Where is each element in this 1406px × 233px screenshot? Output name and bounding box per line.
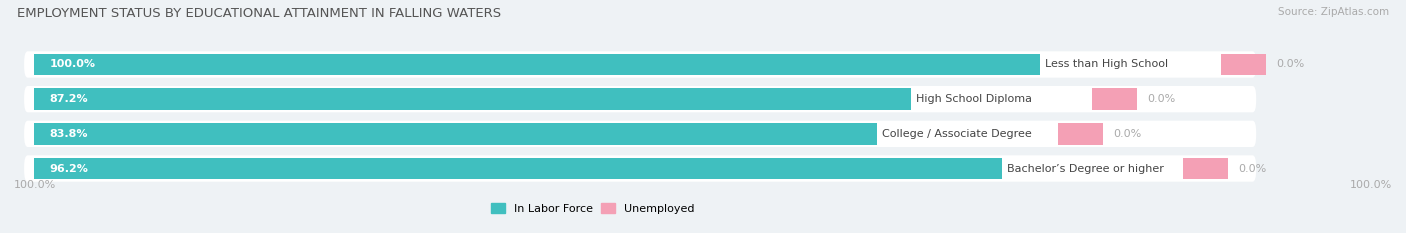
Bar (1092, 88, 1137, 110)
Text: 100.0%: 100.0% (1350, 180, 1392, 190)
Text: 0.0%: 0.0% (1277, 59, 1305, 69)
Bar (1182, 158, 1227, 179)
Text: 87.2%: 87.2% (49, 94, 89, 104)
Text: 83.8%: 83.8% (49, 129, 87, 139)
FancyBboxPatch shape (24, 121, 1256, 147)
Text: College / Associate Degree: College / Associate Degree (882, 129, 1032, 139)
Bar (34, 158, 1001, 179)
Bar (1220, 54, 1267, 75)
Text: 96.2%: 96.2% (49, 164, 89, 174)
Bar (34, 54, 1040, 75)
Text: 0.0%: 0.0% (1147, 94, 1175, 104)
Bar (1059, 123, 1104, 145)
Text: EMPLOYMENT STATUS BY EDUCATIONAL ATTAINMENT IN FALLING WATERS: EMPLOYMENT STATUS BY EDUCATIONAL ATTAINM… (17, 7, 501, 20)
FancyBboxPatch shape (24, 155, 1256, 182)
FancyBboxPatch shape (24, 86, 1256, 112)
Legend: In Labor Force, Unemployed: In Labor Force, Unemployed (486, 199, 699, 218)
Text: Less than High School: Less than High School (1045, 59, 1168, 69)
Text: 100.0%: 100.0% (14, 180, 56, 190)
Bar (34, 123, 877, 145)
Text: 100.0%: 100.0% (49, 59, 96, 69)
Bar (34, 88, 911, 110)
Text: 0.0%: 0.0% (1114, 129, 1142, 139)
Text: Bachelor’s Degree or higher: Bachelor’s Degree or higher (1007, 164, 1164, 174)
Text: 0.0%: 0.0% (1239, 164, 1267, 174)
FancyBboxPatch shape (24, 51, 1256, 78)
Text: Source: ZipAtlas.com: Source: ZipAtlas.com (1278, 7, 1389, 17)
Text: High School Diploma: High School Diploma (917, 94, 1032, 104)
